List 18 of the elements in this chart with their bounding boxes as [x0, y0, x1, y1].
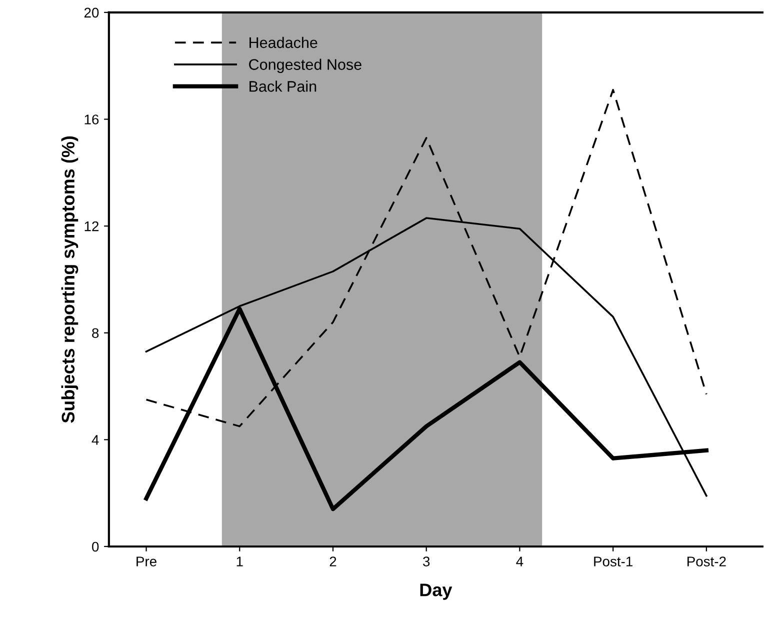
- x-axis-title: Day: [420, 584, 452, 600]
- legend-label: Congested Nose: [249, 58, 362, 73]
- x-tick-label: Post-2: [687, 556, 726, 566]
- x-tick-label: Pre: [136, 556, 156, 566]
- x-tick-label: 2: [330, 556, 336, 566]
- y-tick-label: 0: [92, 542, 99, 552]
- y-tick-label: 4: [92, 435, 99, 445]
- y-axis-title: Subjects reporting symptoms (%): [61, 136, 78, 423]
- legend-label: Headache: [250, 36, 318, 48]
- x-tick-label: Post-1: [594, 556, 632, 566]
- legend-label: Back Pain: [250, 80, 316, 92]
- x-tick-label: 4: [516, 556, 524, 566]
- x-tick-label: 3: [423, 556, 430, 566]
- y-tick-label: 20: [84, 8, 99, 18]
- y-tick-label: 12: [84, 221, 98, 232]
- y-tick-label: 16: [84, 114, 99, 124]
- y-tick-label: 8: [92, 328, 99, 338]
- x-tick-label: 1: [236, 556, 243, 566]
